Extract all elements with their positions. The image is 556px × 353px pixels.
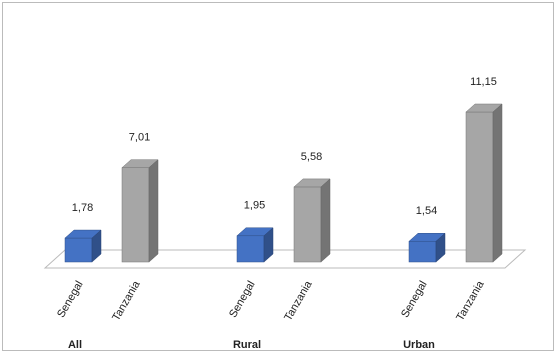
bar-front	[121, 167, 150, 263]
bar-side	[320, 178, 331, 263]
category-label: Rural	[233, 339, 261, 351]
bar-front	[293, 186, 322, 263]
bar-front	[64, 237, 93, 263]
value-label: 1,78	[72, 202, 93, 214]
bar-front	[465, 111, 494, 263]
category-label: Urban	[403, 339, 435, 351]
value-label: 11,15	[470, 76, 497, 88]
value-label: 1,95	[244, 200, 265, 212]
bar-side	[148, 159, 159, 263]
bar-front	[408, 241, 437, 263]
bar-side	[435, 232, 446, 263]
category-label: All	[68, 339, 82, 351]
value-label: 7,01	[129, 132, 150, 144]
value-label: 1,54	[416, 205, 437, 217]
bar-side	[91, 229, 102, 263]
bar-front	[236, 235, 265, 263]
bar-side	[263, 227, 274, 263]
floor	[43, 249, 527, 269]
value-label: 5,58	[301, 151, 322, 163]
bar-side	[492, 103, 503, 263]
